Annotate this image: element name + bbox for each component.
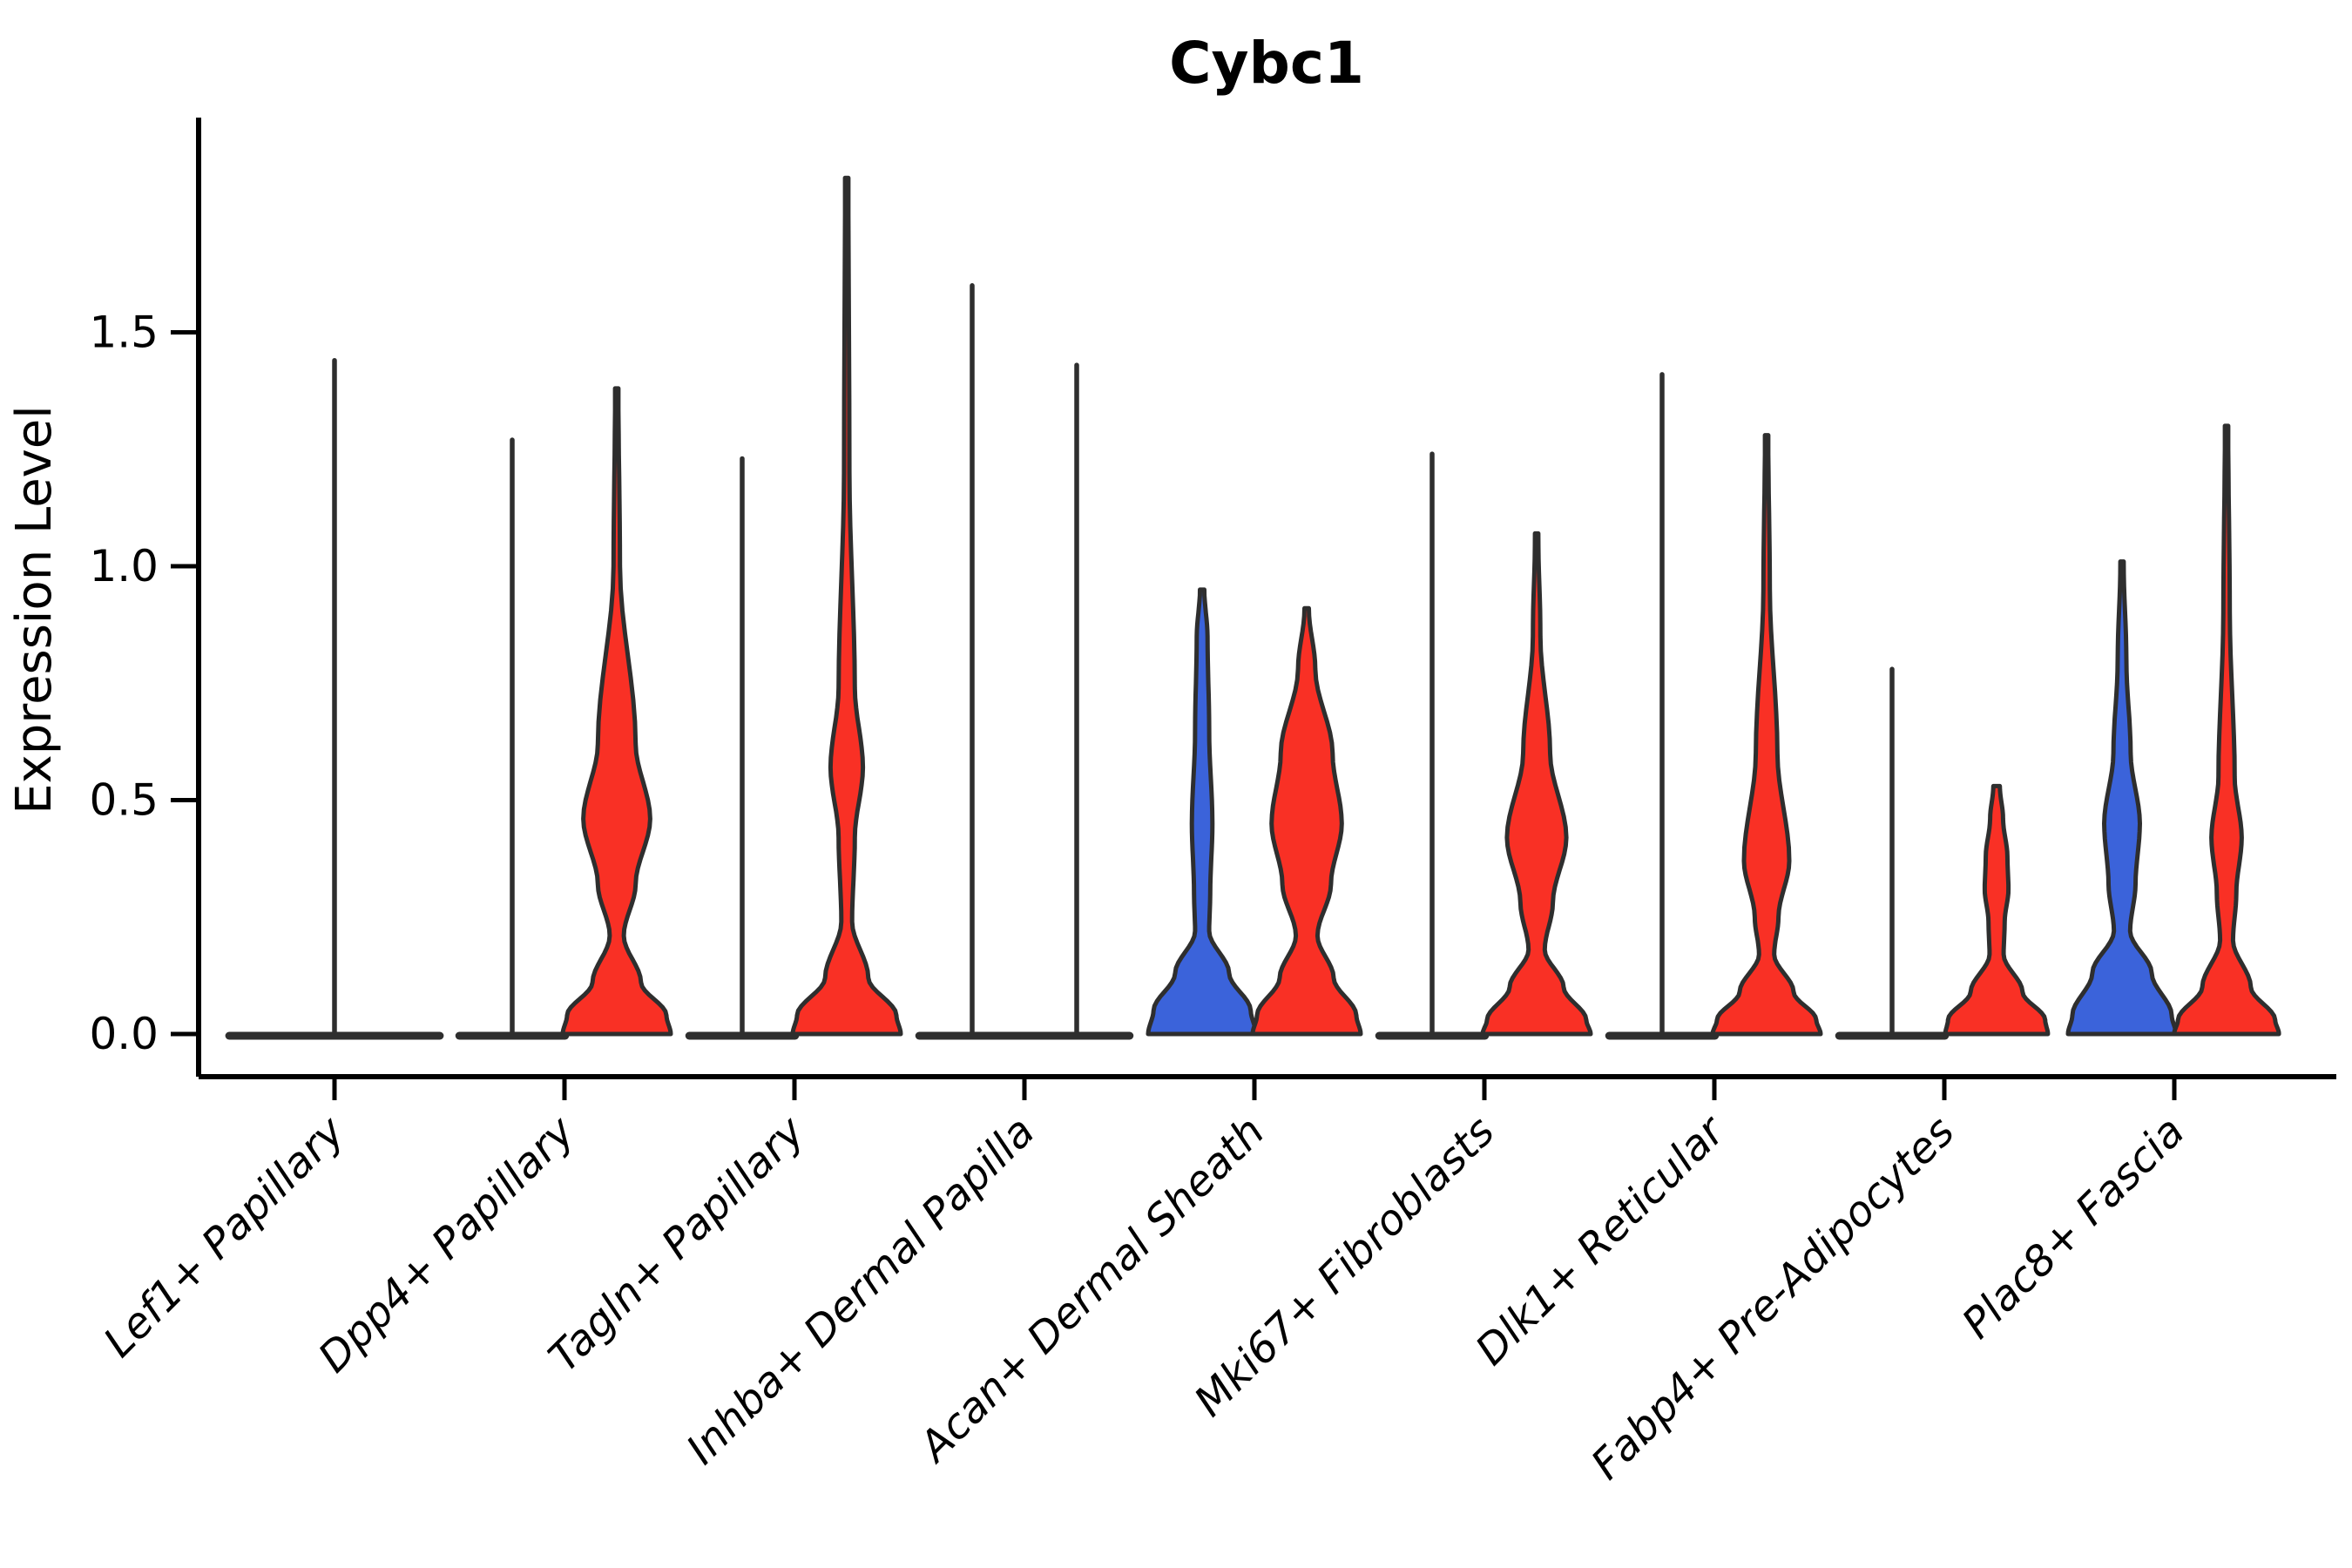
y-tick-label-0: 0.0	[89, 1009, 159, 1059]
y-tick-label-2: 1.0	[89, 541, 159, 591]
axes-layer: 0.0 0.5 1.0 1.5	[89, 118, 2336, 1100]
violin-4-right	[1250, 605, 1363, 1037]
violin-4-left	[1146, 587, 1259, 1037]
y-tick-label-1: 0.5	[89, 775, 159, 826]
violin-layer	[225, 175, 2281, 1040]
x-tick-label-6: Dlk1+ Reticular	[1466, 1105, 1736, 1375]
violin-2-right	[790, 175, 903, 1037]
y-axis-label: Expression Level	[6, 405, 63, 814]
x-tick-label-2: Tagln+ Papillary	[539, 1106, 814, 1382]
y-tick-label-3: 1.5	[89, 308, 159, 358]
violin-7-right	[1943, 783, 2051, 1037]
violin-6-right	[1710, 433, 1823, 1037]
violin-5-right	[1480, 531, 1593, 1037]
x-tick-label-1: Dpp4+ Papillary	[309, 1106, 585, 1382]
violin-1-right	[560, 386, 673, 1037]
chart-title: Cybc1	[1169, 30, 1364, 97]
x-tick-label-7: Fabp4+ Pre-Adipocytes	[1582, 1107, 1964, 1490]
violin-8-right	[2172, 423, 2281, 1037]
x-tick-label-0: Lef1+ Papillary	[94, 1106, 355, 1367]
violin-8-left	[2065, 559, 2179, 1037]
x-tick-label-8: Plac8+ Fascia	[1953, 1107, 2194, 1348]
